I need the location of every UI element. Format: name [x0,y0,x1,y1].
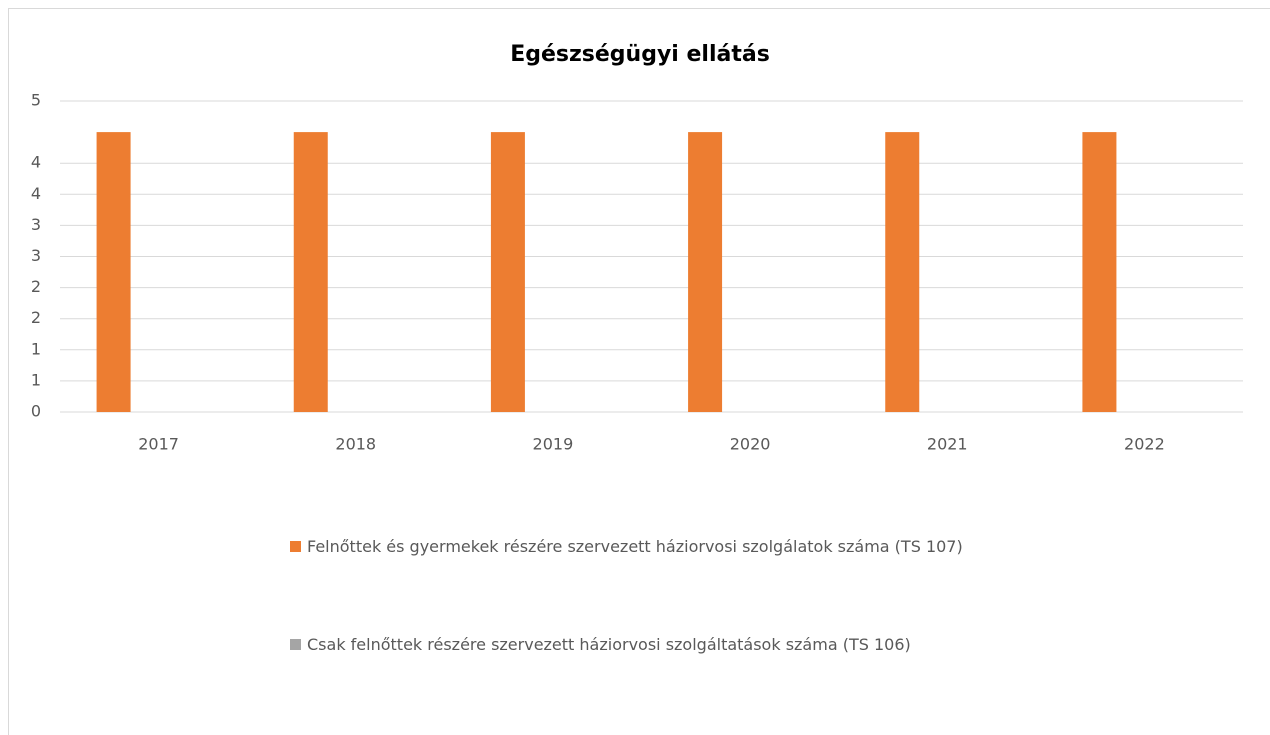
legend-item: Csak felnőttek részére szervezett házior… [290,630,970,660]
bar [1082,132,1117,412]
legend-label: Felnőttek és gyermekek részére szervezet… [307,537,963,556]
bar [293,132,328,412]
y-tick-label: 2 [31,308,41,327]
chart-border [8,8,1270,735]
y-tick-label: 3 [31,215,41,234]
legend-swatch [290,639,301,650]
y-tick-label: 1 [31,370,41,389]
x-tick-label: 2017 [138,435,179,454]
bar [885,132,920,412]
y-tick-label: 3 [31,246,41,265]
chart-title: Egészségügyi ellátás [510,42,770,67]
x-tick-label: 2022 [1124,435,1165,454]
x-tick-label: 2021 [927,435,968,454]
y-tick-label: 2 [31,277,41,296]
legend-label: Csak felnőttek részére szervezett házior… [307,635,911,654]
legend-item: Felnőttek és gyermekek részére szervezet… [290,532,970,562]
bar [490,132,525,412]
y-tick-label: 1 [31,339,41,358]
bar [688,132,723,412]
x-tick-label: 2020 [730,435,771,454]
y-tick-label: 4 [31,184,41,203]
x-tick-label: 2018 [335,435,376,454]
legend-swatch [290,541,301,552]
y-tick-label: 5 [31,91,41,110]
y-tick-label: 0 [31,402,41,421]
y-tick-label: 4 [31,153,41,172]
x-tick-label: 2019 [533,435,574,454]
bar [96,132,131,412]
